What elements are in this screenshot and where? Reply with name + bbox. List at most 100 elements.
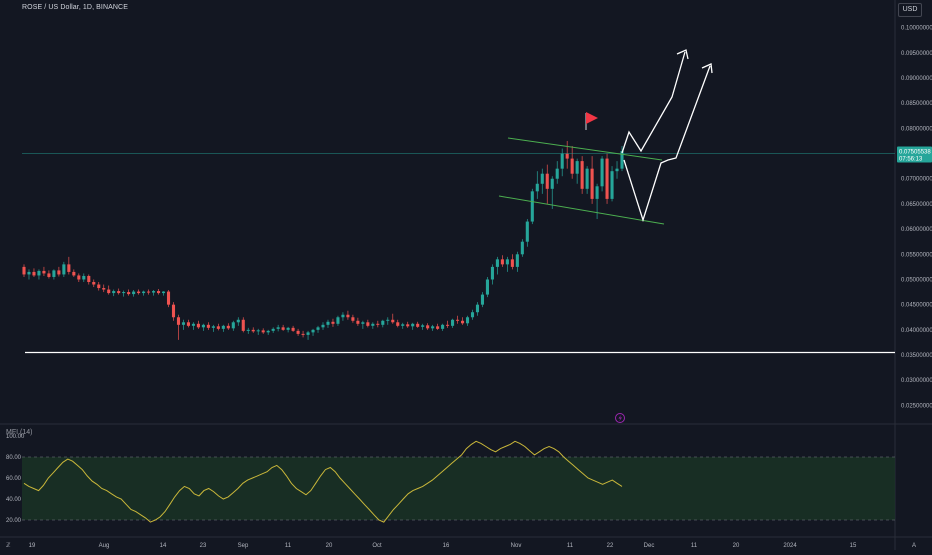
mfi-axis-label: 100.00 — [6, 434, 25, 440]
event-marker-icon[interactable] — [615, 413, 625, 423]
candle-body — [236, 319, 240, 323]
candle-body — [191, 323, 195, 326]
time-axis-tick: 20 — [326, 543, 333, 549]
candle-body — [441, 324, 445, 329]
time-axis-tick: 11 — [691, 543, 698, 549]
candle-body — [605, 158, 609, 199]
current-price-tag — [897, 146, 932, 163]
candle-body — [241, 319, 245, 331]
candle-body — [411, 323, 415, 327]
candle-body — [276, 327, 280, 329]
candle-body — [460, 320, 465, 324]
candle-body — [306, 332, 310, 335]
time-axis-tick: 19 — [29, 543, 36, 549]
candle-body — [102, 288, 106, 290]
price-axis-tick: 0.09500000 — [901, 51, 932, 57]
candle-body — [87, 275, 91, 282]
candle-body — [271, 328, 275, 331]
arrowhead-a — [676, 49, 689, 60]
symbol-title[interactable]: ROSE / US Dollar, 1D, BINANCE — [22, 4, 128, 11]
price-axis-tick: 0.03500000 — [901, 353, 932, 359]
candle-body — [600, 158, 604, 187]
candle-body — [480, 294, 485, 305]
candle-body — [251, 329, 255, 332]
candle-body — [77, 275, 81, 280]
candle-body — [161, 291, 166, 294]
candle-body — [301, 333, 305, 335]
candle-body — [201, 324, 205, 328]
channel-lower-line[interactable] — [498, 195, 665, 225]
time-axis-tick: 16 — [443, 543, 450, 549]
arrowhead-b — [701, 63, 713, 74]
candle-body — [117, 291, 121, 294]
price-axis-tick: 0.06000000 — [901, 227, 932, 233]
time-axis-tick: 14 — [160, 543, 167, 549]
candle-body — [341, 314, 345, 318]
candle-body — [386, 319, 390, 321]
candle-body — [221, 325, 225, 329]
channel-upper-line[interactable] — [507, 137, 663, 161]
candle-body — [112, 291, 116, 294]
candle-body — [451, 319, 455, 326]
candle-body — [291, 327, 295, 331]
candle-body — [500, 259, 504, 265]
candle-body — [331, 321, 335, 324]
candle-body — [565, 153, 569, 159]
candle-body — [132, 291, 136, 295]
time-axis-tick: Aug — [99, 543, 110, 549]
candle-body — [27, 271, 31, 275]
candle-body — [127, 292, 131, 295]
candle-body — [505, 259, 509, 265]
current-price-label: 0.07505538 — [899, 150, 931, 156]
mfi-axis-label: 20.00 — [6, 518, 22, 524]
candle-body — [147, 291, 151, 293]
candle-body — [620, 151, 624, 169]
candle-body — [246, 329, 250, 331]
timezone-icon[interactable]: ℤ — [6, 542, 11, 549]
candle-body — [107, 289, 111, 294]
candle-body — [426, 325, 430, 329]
time-axis-tick: Nov — [511, 543, 522, 549]
candle-body — [266, 330, 270, 333]
price-axis-tick: 0.10000000 — [901, 26, 932, 32]
candle-body — [261, 330, 265, 333]
forecast-path-a[interactable] — [621, 51, 686, 154]
flag-icon[interactable] — [586, 112, 598, 124]
price-axis-tick: 0.03000000 — [901, 378, 932, 384]
candle-body — [465, 317, 470, 324]
countdown-timer: 07:56:13 — [899, 157, 923, 163]
candle-body — [575, 161, 579, 174]
candle-body — [376, 323, 380, 325]
candle-body — [361, 322, 365, 324]
candle-body — [366, 322, 370, 326]
candle-body — [456, 319, 460, 321]
forecast-path-b[interactable] — [623, 65, 711, 223]
mfi-band — [22, 457, 895, 520]
price-axis-tick: 0.05000000 — [901, 277, 932, 283]
currency-button[interactable]: USD — [898, 3, 922, 17]
candle-body — [326, 321, 330, 325]
price-axis-tick: 0.06500000 — [901, 202, 932, 208]
candle-body — [32, 271, 36, 276]
time-axis-tick: 23 — [200, 543, 207, 549]
time-axis-tick: 2024 — [783, 543, 797, 549]
price-axis-tick: 0.04500000 — [901, 303, 932, 309]
price-axis-tick: 0.02500000 — [901, 403, 932, 409]
candle-body — [520, 241, 524, 255]
candle-body — [122, 292, 126, 294]
candle-body — [296, 330, 300, 334]
candle-body — [470, 312, 475, 318]
indicator-label[interactable]: MFI (14) — [6, 429, 33, 436]
candle-body — [47, 273, 51, 277]
candle-body — [530, 191, 534, 222]
candle-body — [381, 320, 385, 325]
candle-body — [610, 171, 614, 199]
candle-body — [92, 282, 96, 285]
candle-body — [181, 322, 186, 325]
candle-body — [401, 324, 405, 326]
time-axis-tick: Dec — [644, 543, 655, 549]
candle-body — [57, 270, 61, 275]
auto-scale-icon[interactable]: A — [912, 543, 916, 549]
